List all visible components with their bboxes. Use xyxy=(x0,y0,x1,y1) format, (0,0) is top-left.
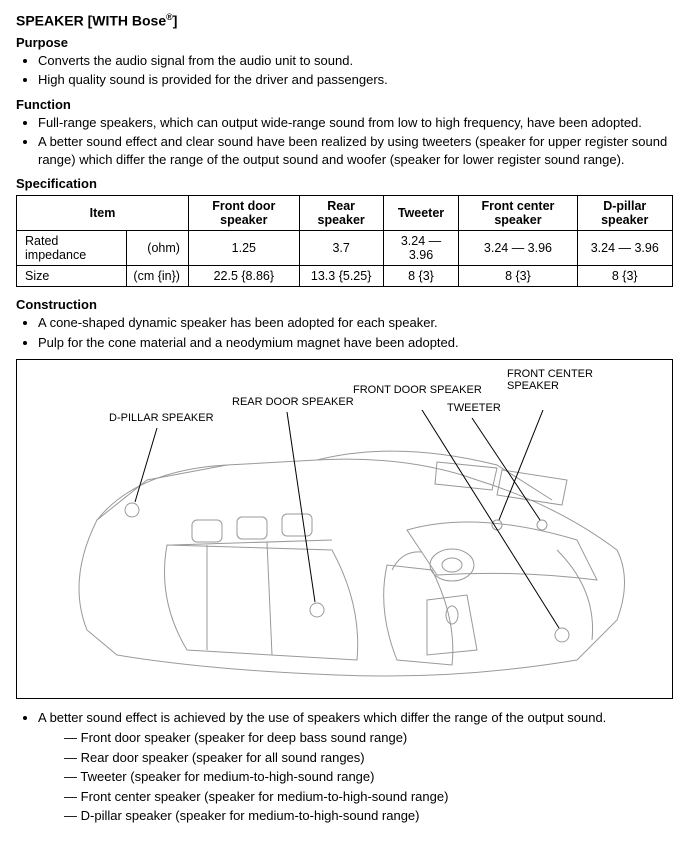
row-unit: (cm {in}) xyxy=(127,266,189,287)
col-front-door: Front door speaker xyxy=(188,196,299,231)
d-pillar-speaker-icon xyxy=(125,503,139,517)
footer-main-bullet: A better sound effect is achieved by the… xyxy=(38,709,673,824)
purpose-item: High quality sound is provided for the d… xyxy=(38,71,673,89)
function-item: A better sound effect and clear sound ha… xyxy=(38,133,673,168)
cell: 8 {3} xyxy=(459,266,577,287)
registered-mark: ® xyxy=(166,12,173,22)
construction-item: Pulp for the cone material and a neodymi… xyxy=(38,334,673,352)
front-door-speaker-icon xyxy=(555,628,569,642)
cell: 3.24 — 3.96 xyxy=(383,231,459,266)
table-row: Rated impedance (ohm) 1.25 3.7 3.24 — 3.… xyxy=(17,231,673,266)
cell: 8 {3} xyxy=(383,266,459,287)
function-heading: Function xyxy=(16,97,673,112)
col-item: Item xyxy=(17,196,189,231)
title-prefix: SPEAKER [WITH Bose xyxy=(16,13,166,29)
footer-sub-item: Tweeter (speaker for medium-to-high-soun… xyxy=(64,768,673,786)
title-suffix: ] xyxy=(173,13,178,29)
row-label: Rated impedance xyxy=(17,231,127,266)
specification-heading: Specification xyxy=(16,176,673,191)
row-label: Size xyxy=(17,266,127,287)
cell: 13.3 {5.25} xyxy=(299,266,383,287)
row-unit: (ohm) xyxy=(127,231,189,266)
cell: 22.5 {8.86} xyxy=(188,266,299,287)
purpose-list: Converts the audio signal from the audio… xyxy=(16,52,673,89)
tweeter-icon xyxy=(537,520,547,530)
specification-table: Item Front door speaker Rear speaker Twe… xyxy=(16,195,673,287)
construction-heading: Construction xyxy=(16,297,673,312)
cell: 3.7 xyxy=(299,231,383,266)
purpose-heading: Purpose xyxy=(16,35,673,50)
function-item: Full-range speakers, which can output wi… xyxy=(38,114,673,132)
footer-sub-item: Front center speaker (speaker for medium… xyxy=(64,788,673,806)
footer-sub-item: Front door speaker (speaker for deep bas… xyxy=(64,729,673,747)
table-row: Size (cm {in}) 22.5 {8.86} 13.3 {5.25} 8… xyxy=(17,266,673,287)
label-rear-door: REAR DOOR SPEAKER xyxy=(232,396,354,408)
col-front-center: Front center speaker xyxy=(459,196,577,231)
label-front-center: FRONT CENTER SPEAKER xyxy=(507,368,617,392)
car-interior-illustration xyxy=(57,410,637,690)
cell: 1.25 xyxy=(188,231,299,266)
construction-list: A cone-shaped dynamic speaker has been a… xyxy=(16,314,673,351)
cell: 8 {3} xyxy=(577,266,673,287)
footer-main-text: A better sound effect is achieved by the… xyxy=(38,710,606,725)
purpose-item: Converts the audio signal from the audio… xyxy=(38,52,673,70)
footer-sub-item: D-pillar speaker (speaker for medium-to-… xyxy=(64,807,673,825)
construction-item: A cone-shaped dynamic speaker has been a… xyxy=(38,314,673,332)
cell: 3.24 — 3.96 xyxy=(459,231,577,266)
footer-sub-list: Front door speaker (speaker for deep bas… xyxy=(38,729,673,825)
speaker-diagram: D-PILLAR SPEAKER REAR DOOR SPEAKER FRONT… xyxy=(16,359,673,699)
col-d-pillar: D-pillar speaker xyxy=(577,196,673,231)
footer-sub-item: Rear door speaker (speaker for all sound… xyxy=(64,749,673,767)
footer-list: A better sound effect is achieved by the… xyxy=(16,709,673,824)
col-rear: Rear speaker xyxy=(299,196,383,231)
table-header-row: Item Front door speaker Rear speaker Twe… xyxy=(17,196,673,231)
rear-door-speaker-icon xyxy=(310,603,324,617)
col-tweeter: Tweeter xyxy=(383,196,459,231)
label-front-door: FRONT DOOR SPEAKER xyxy=(353,384,482,396)
function-list: Full-range speakers, which can output wi… xyxy=(16,114,673,169)
cell: 3.24 — 3.96 xyxy=(577,231,673,266)
page-title: SPEAKER [WITH Bose®] xyxy=(16,12,673,29)
